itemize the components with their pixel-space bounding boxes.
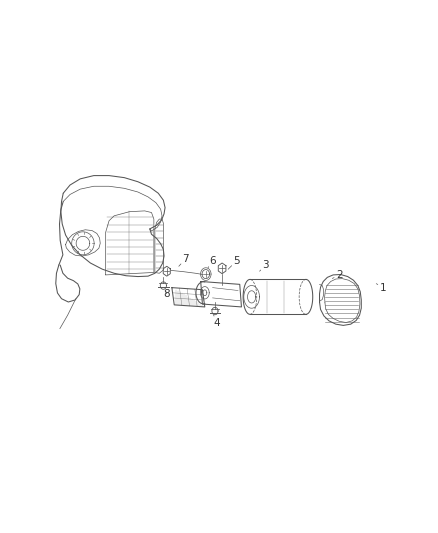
Text: 1: 1 [380, 282, 387, 293]
Text: 5: 5 [233, 256, 240, 266]
Text: 7: 7 [182, 254, 189, 264]
Text: 4: 4 [214, 318, 220, 327]
Text: 6: 6 [209, 256, 216, 266]
Text: 2: 2 [336, 270, 343, 280]
Text: 8: 8 [163, 289, 170, 299]
Text: 3: 3 [262, 260, 268, 270]
